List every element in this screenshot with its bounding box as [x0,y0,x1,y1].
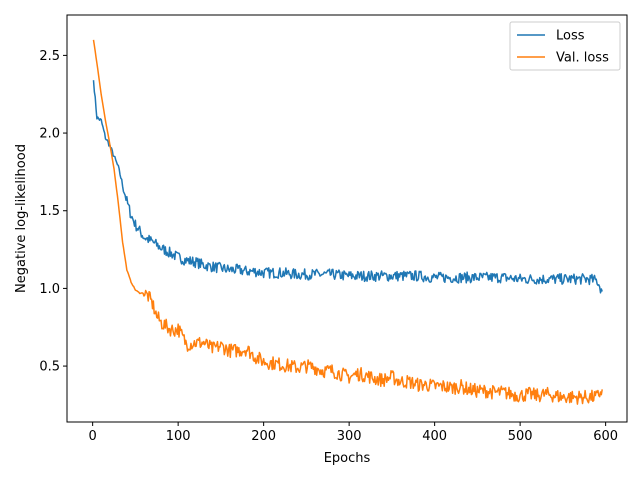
y-tick-label: 1.0 [39,282,60,297]
y-tick-label: 2.5 [39,49,60,64]
x-tick-label: 100 [166,429,191,444]
legend-label: Loss [556,29,585,44]
legend-box [509,21,621,71]
x-axis: 0 100 200 300 400 500 600 [89,422,618,444]
x-axis-label: Epochs [324,451,371,466]
series-line-loss [92,80,603,294]
y-axis-label: Negative log-likelihood [14,144,29,293]
x-tick-label: 600 [593,429,618,444]
y-tick-label: 0.5 [39,360,60,375]
x-tick-label: 0 [89,429,97,444]
series-line-val-loss [92,39,603,405]
y-axis: 0.5 1.0 1.5 2.0 2.5 [39,49,67,375]
x-tick-label: 300 [337,429,362,444]
axes-frame [66,14,628,423]
series-layer [92,39,603,405]
legend: Loss Val. loss [509,21,621,71]
y-tick-label: 2.0 [39,127,60,142]
y-tick-label: 1.5 [39,204,60,219]
x-tick-label: 500 [508,429,533,444]
x-tick-label: 200 [251,429,276,444]
x-tick-label: 400 [422,429,447,444]
legend-label: Val. loss [556,51,609,66]
